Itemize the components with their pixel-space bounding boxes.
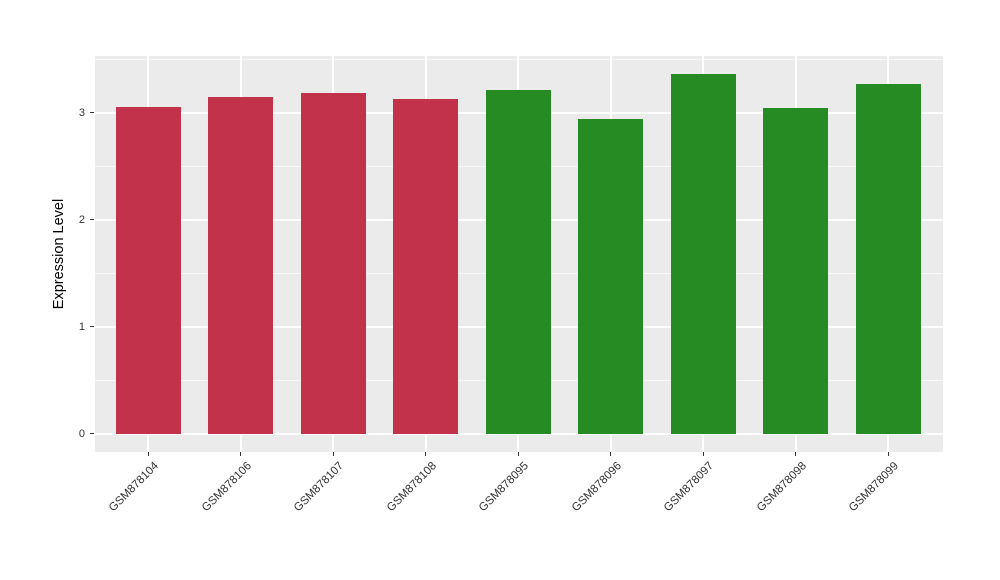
- bar-GSM878096: [578, 119, 643, 434]
- bar-GSM878107: [300, 93, 366, 434]
- x-axis-tick-label: GSM878096: [569, 460, 624, 515]
- bar-GSM878095: [485, 90, 551, 434]
- bar-GSM878099: [855, 83, 921, 434]
- y-axis-tick-label: 2: [78, 213, 85, 226]
- y-axis-tick-label: 1: [78, 320, 85, 333]
- x-axis-tick-mark: [795, 452, 796, 456]
- x-axis-tick-label: GSM878107: [292, 460, 347, 515]
- y-axis-tick-mark: [90, 112, 94, 114]
- bar-GSM878098: [763, 108, 828, 434]
- bar-GSM878104: [115, 107, 181, 434]
- x-axis-tick-mark: [517, 452, 519, 456]
- x-axis-tick-mark: [425, 452, 426, 456]
- x-axis-tick-label: GSM878099: [847, 460, 902, 515]
- bar-GSM878097: [670, 74, 736, 434]
- x-axis-tick-label: GSM878098: [754, 460, 809, 515]
- gridline-minor-horizontal: [95, 58, 943, 60]
- y-axis-tick-mark: [90, 433, 94, 435]
- gridline-major-horizontal: [95, 432, 943, 435]
- x-axis-tick-label: GSM878104: [107, 460, 162, 515]
- x-axis-tick-mark: [702, 452, 704, 456]
- x-axis-tick-mark: [610, 452, 611, 456]
- x-axis-tick-label: GSM878108: [384, 460, 439, 515]
- y-axis-tick-mark: [90, 326, 94, 328]
- y-axis-tick-mark: [90, 219, 94, 221]
- x-axis-tick-mark: [240, 452, 241, 456]
- x-axis-tick-mark: [332, 452, 334, 456]
- bar-GSM878106: [208, 96, 273, 434]
- x-axis-tick-label: GSM878106: [199, 460, 254, 515]
- x-axis-tick-label: GSM878097: [662, 460, 717, 515]
- bar-GSM878108: [393, 98, 458, 434]
- y-axis-tick-label: 3: [78, 106, 85, 119]
- x-axis-tick-mark: [147, 452, 149, 456]
- x-axis-tick-label: GSM878095: [477, 460, 532, 515]
- y-axis-tick-label: 0: [78, 427, 85, 440]
- x-axis-tick-mark: [887, 452, 889, 456]
